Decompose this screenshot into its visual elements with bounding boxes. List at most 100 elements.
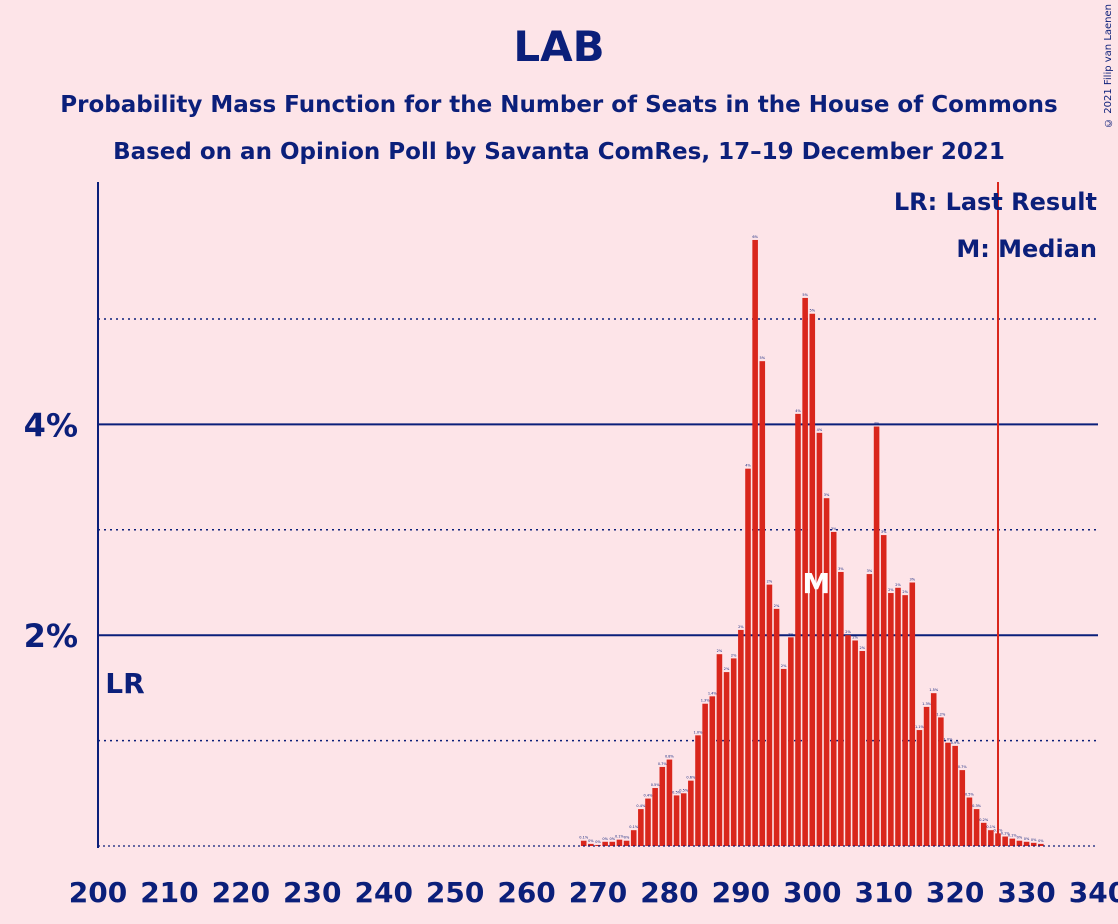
bar	[588, 843, 594, 846]
chart-subtitle: Probability Mass Function for the Number…	[60, 92, 1058, 118]
bar	[952, 745, 958, 846]
bar	[695, 735, 701, 846]
bar-value-label: 0%	[595, 840, 601, 844]
bar-value-label: 2%	[852, 635, 858, 639]
bar-value-label: 0.2%	[979, 818, 989, 822]
bar-value-label: 1.3%	[701, 699, 711, 703]
bar	[609, 841, 616, 846]
bar-value-label: 2%	[845, 630, 851, 634]
y-tick-label: 2%	[24, 617, 78, 655]
bar-value-label: 3%	[838, 567, 844, 571]
bar-value-label: 0.1%	[1008, 834, 1018, 838]
bar	[602, 841, 608, 846]
bar	[580, 840, 587, 846]
bar-value-label: 1.0%	[944, 738, 954, 742]
x-tick-label: 310	[854, 876, 912, 909]
bar	[938, 717, 944, 846]
bar	[709, 696, 716, 846]
bar-value-label: 0.1%	[579, 836, 589, 840]
x-tick-label: 280	[640, 876, 698, 909]
last-result-label: LR	[105, 667, 144, 700]
bar-value-label: 2%	[860, 646, 866, 650]
bar-value-label: 3%	[867, 569, 873, 573]
chart-source: Based on an Opinion Poll by Savanta ComR…	[113, 139, 1005, 165]
bar-value-label: 3%	[831, 527, 837, 531]
bar-value-label: 0.9%	[951, 741, 961, 745]
x-tick-label: 250	[426, 876, 484, 909]
bar	[902, 595, 908, 846]
bar	[845, 635, 851, 846]
bar-value-label: 3%	[824, 493, 830, 497]
bar-value-label: 2%	[895, 583, 901, 587]
bar	[773, 608, 780, 846]
bar-value-label: 0.1%	[986, 825, 996, 829]
bar-value-labels: 0.1%0% 0%0% 0%0.1% 0%0.1%0.4%0.4%0.5%0.7%0.…	[579, 235, 1044, 844]
bar-value-label: 1.2%	[936, 712, 946, 716]
bar-value-label: 4%	[874, 422, 880, 426]
x-tick-label: 220	[212, 876, 270, 909]
x-tick-label: 200	[69, 876, 127, 909]
bar-value-label: 0.1%	[629, 825, 639, 829]
bar	[630, 830, 637, 846]
bar	[666, 759, 673, 846]
bar-value-label: 0%	[1017, 836, 1023, 840]
bar	[759, 361, 766, 846]
bar-value-label: 5%	[760, 356, 766, 360]
bar-value-label: 1.0%	[694, 730, 704, 734]
bar	[1038, 843, 1044, 846]
x-tick-label: 230	[283, 876, 341, 909]
bar-value-label: 1.1%	[915, 725, 925, 729]
y-tick-labels: 2% 4%	[24, 406, 78, 655]
bar-value-label: 0%	[1038, 839, 1044, 843]
x-tick-label: 330	[997, 876, 1055, 909]
bar	[688, 780, 694, 846]
bar-value-label: 0.7%	[958, 765, 968, 769]
bar-value-label: 0.4%	[636, 804, 646, 808]
bar-value-label: 1.4%	[708, 691, 718, 695]
bar-value-label: 5%	[802, 293, 808, 297]
legend-last-result: LR: Last Result	[894, 188, 1097, 216]
bar-value-label: 1.5%	[929, 688, 939, 692]
median-label: M	[802, 567, 830, 600]
bar	[652, 788, 658, 846]
bar	[1002, 836, 1008, 846]
bar	[766, 584, 773, 846]
bar	[988, 830, 994, 846]
bar-value-label: 2%	[717, 649, 723, 653]
bar	[973, 809, 980, 846]
bar	[802, 297, 808, 846]
bar	[1030, 842, 1037, 846]
bar-value-label: 2%	[724, 667, 730, 671]
bar	[959, 770, 966, 846]
bar-value-label: 0.1%	[1001, 832, 1011, 836]
x-tick-label: 340	[1069, 876, 1118, 909]
bar	[795, 413, 801, 846]
bar	[866, 574, 873, 846]
bar	[1016, 840, 1023, 846]
bar-value-label: 1.3%	[922, 702, 932, 706]
bar	[752, 239, 758, 846]
bar-value-label: 4%	[745, 464, 751, 468]
bar-series	[580, 239, 1044, 846]
bar	[916, 730, 923, 846]
x-tick-label: 320	[926, 876, 984, 909]
bar	[895, 587, 901, 846]
bar-value-label: 2%	[902, 590, 908, 594]
bar	[738, 629, 744, 846]
bar-value-label: 2%	[781, 664, 787, 668]
bar	[680, 793, 687, 846]
bar-value-label: 5%	[810, 309, 816, 313]
bar	[945, 742, 951, 846]
x-tick-label: 290	[712, 876, 770, 909]
bar-value-label: 0%	[1024, 837, 1030, 841]
bar-value-label: 4%	[817, 428, 823, 432]
x-tick-label: 210	[140, 876, 198, 909]
legend-median: M: Median	[956, 235, 1097, 263]
bar	[716, 654, 723, 846]
bar-value-label: 0.5%	[965, 793, 975, 797]
bar	[816, 432, 823, 846]
bar	[888, 593, 894, 846]
bar	[909, 582, 916, 846]
bar	[723, 672, 730, 846]
bar-value-label: 2%	[767, 580, 773, 584]
